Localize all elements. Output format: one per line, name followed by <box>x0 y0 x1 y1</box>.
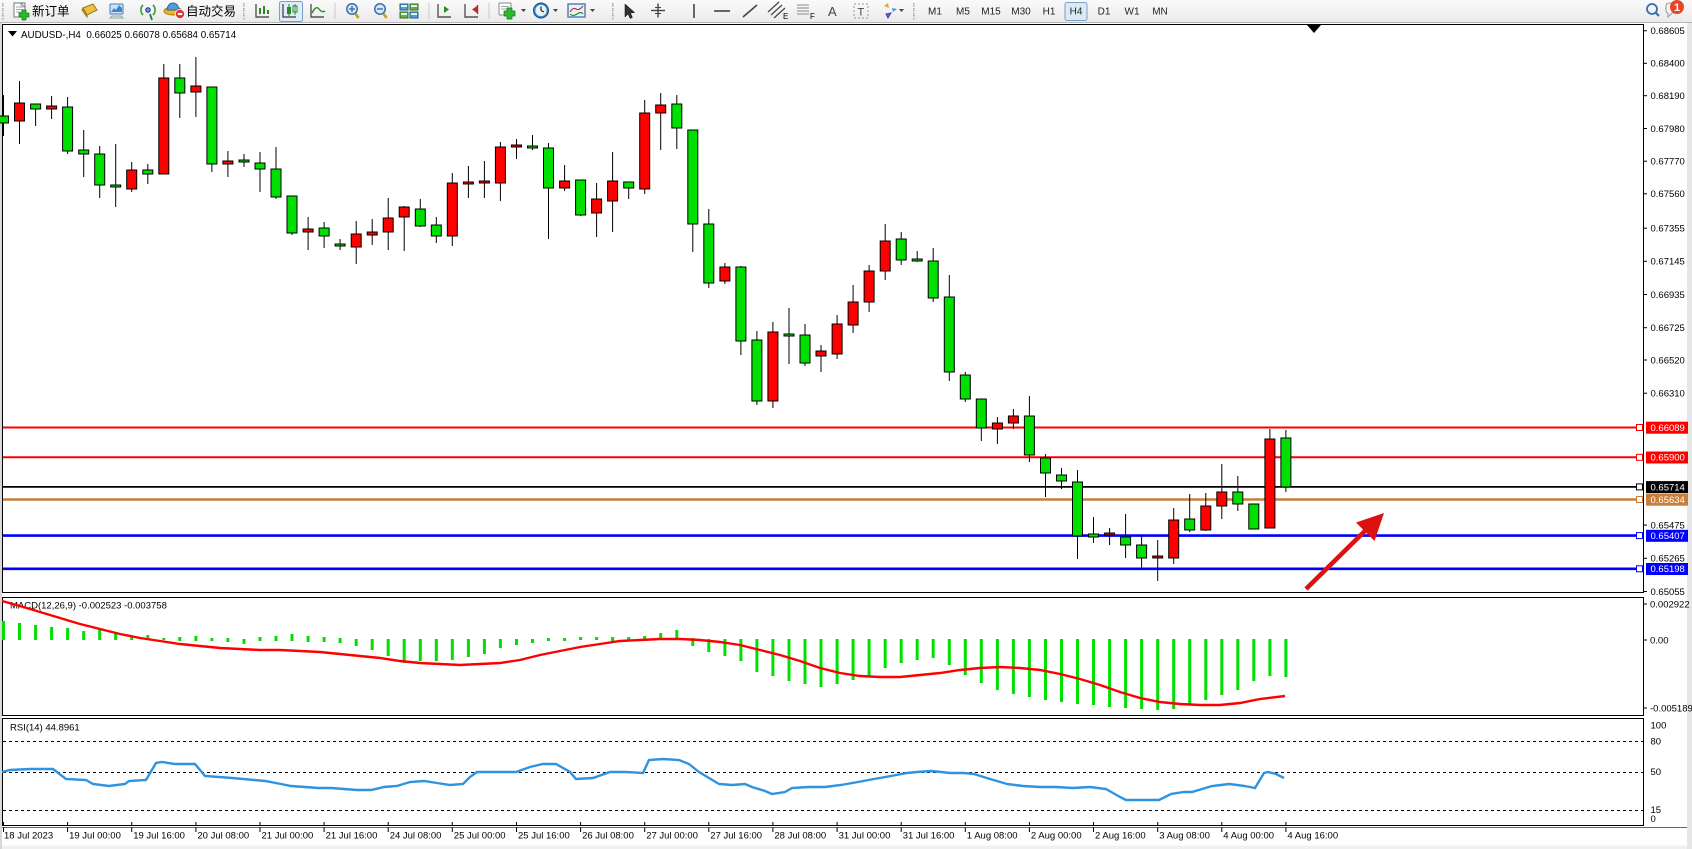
svg-text:19 Jul 00:00: 19 Jul 00:00 <box>69 831 121 842</box>
svg-text:0.68190: 0.68190 <box>1651 91 1685 102</box>
svg-text:0.66725: 0.66725 <box>1651 323 1685 334</box>
svg-text:1: 1 <box>1674 2 1680 14</box>
svg-text:25 Jul 00:00: 25 Jul 00:00 <box>454 831 506 842</box>
svg-text:新订单: 新订单 <box>32 4 70 19</box>
svg-text:E: E <box>783 12 788 21</box>
svg-text:0.66935: 0.66935 <box>1651 290 1685 301</box>
svg-text:-0.005189: -0.005189 <box>1650 703 1692 714</box>
svg-text:M5: M5 <box>956 7 970 18</box>
svg-text:4 Aug 00:00: 4 Aug 00:00 <box>1223 831 1274 842</box>
svg-text:0.66520: 0.66520 <box>1651 355 1685 366</box>
svg-text:MACD(12,26,9) -0.002523 -0.003: MACD(12,26,9) -0.002523 -0.003758 <box>10 601 167 612</box>
svg-text:2 Aug 00:00: 2 Aug 00:00 <box>1031 831 1082 842</box>
svg-text:0.68605: 0.68605 <box>1651 26 1685 37</box>
svg-text:27 Jul 16:00: 27 Jul 16:00 <box>710 831 762 842</box>
svg-text:21 Jul 16:00: 21 Jul 16:00 <box>326 831 378 842</box>
svg-text:0.67980: 0.67980 <box>1651 124 1685 135</box>
svg-text:0.66089: 0.66089 <box>1651 423 1685 434</box>
svg-text:80: 80 <box>1651 736 1662 747</box>
svg-text:3 Aug 08:00: 3 Aug 08:00 <box>1159 831 1210 842</box>
svg-text:AUDUSD-,H4 0.66025 0.66078 0.: AUDUSD-,H4 0.66025 0.66078 0.65684 0.657… <box>21 30 237 41</box>
svg-text:0.65475: 0.65475 <box>1651 520 1685 531</box>
svg-text:0.65198: 0.65198 <box>1651 564 1685 575</box>
svg-text:0.66310: 0.66310 <box>1651 389 1685 400</box>
svg-text:W1: W1 <box>1125 7 1140 18</box>
svg-text:24 Jul 08:00: 24 Jul 08:00 <box>390 831 442 842</box>
svg-text:100: 100 <box>1651 721 1667 732</box>
svg-text:T: T <box>858 7 865 19</box>
svg-text:4 Aug 16:00: 4 Aug 16:00 <box>1287 831 1338 842</box>
svg-text:0.67560: 0.67560 <box>1651 189 1685 200</box>
svg-text:0.00: 0.00 <box>1650 635 1669 646</box>
svg-text:0.65055: 0.65055 <box>1651 587 1685 598</box>
svg-text:A: A <box>828 4 837 19</box>
svg-text:50: 50 <box>1651 767 1662 778</box>
svg-text:0.65900: 0.65900 <box>1651 453 1685 464</box>
svg-text:27 Jul 00:00: 27 Jul 00:00 <box>646 831 698 842</box>
svg-text:F: F <box>810 12 815 21</box>
svg-text:21 Jul 00:00: 21 Jul 00:00 <box>262 831 314 842</box>
svg-text:28 Jul 08:00: 28 Jul 08:00 <box>774 831 826 842</box>
svg-text:MN: MN <box>1152 7 1168 18</box>
svg-text:H1: H1 <box>1043 7 1056 18</box>
svg-text:M15: M15 <box>981 7 1001 18</box>
svg-text:0.65265: 0.65265 <box>1651 554 1685 565</box>
svg-text:M30: M30 <box>1011 7 1031 18</box>
svg-text:0.68400: 0.68400 <box>1651 59 1685 70</box>
svg-text:RSI(14) 44.8961: RSI(14) 44.8961 <box>10 723 80 734</box>
svg-text:31 Jul 00:00: 31 Jul 00:00 <box>839 831 891 842</box>
svg-text:0.65634: 0.65634 <box>1651 495 1685 506</box>
svg-text:2 Aug 16:00: 2 Aug 16:00 <box>1095 831 1146 842</box>
svg-text:25 Jul 16:00: 25 Jul 16:00 <box>518 831 570 842</box>
svg-text:15: 15 <box>1651 805 1662 816</box>
svg-text:26 Jul 08:00: 26 Jul 08:00 <box>582 831 634 842</box>
svg-text:0: 0 <box>1651 814 1656 825</box>
svg-text:1 Aug 08:00: 1 Aug 08:00 <box>967 831 1018 842</box>
svg-text:0.67355: 0.67355 <box>1651 224 1685 235</box>
svg-text:自动交易: 自动交易 <box>186 4 236 19</box>
svg-text:20 Jul 08:00: 20 Jul 08:00 <box>197 831 249 842</box>
svg-text:0.65407: 0.65407 <box>1651 531 1685 542</box>
svg-text:0.002922: 0.002922 <box>1650 599 1690 610</box>
svg-text:19 Jul 16:00: 19 Jul 16:00 <box>133 831 185 842</box>
svg-text:0.65714: 0.65714 <box>1651 482 1685 493</box>
svg-text:18 Jul 2023: 18 Jul 2023 <box>4 831 53 842</box>
svg-text:31 Jul 16:00: 31 Jul 16:00 <box>903 831 955 842</box>
svg-text:0.67145: 0.67145 <box>1651 257 1685 268</box>
svg-text:H4: H4 <box>1070 7 1083 18</box>
svg-text:D1: D1 <box>1098 7 1111 18</box>
svg-text:0.67770: 0.67770 <box>1651 157 1685 168</box>
svg-text:M1: M1 <box>928 7 942 18</box>
